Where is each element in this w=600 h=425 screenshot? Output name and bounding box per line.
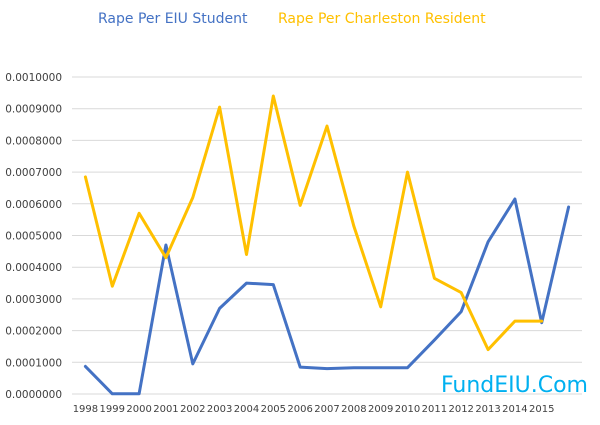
x-tick-label: 2015 <box>529 404 554 415</box>
x-tick-label: 2010 <box>395 404 420 415</box>
x-tick-label: 2003 <box>207 404 232 415</box>
x-tick-label: 2011 <box>422 404 447 415</box>
y-tick-label: 0.0009000 <box>5 104 62 116</box>
y-tick-label: 0.0003000 <box>5 294 62 306</box>
watermark-text: FundEIU.Com <box>441 373 588 398</box>
x-tick-label: 2006 <box>287 404 312 415</box>
x-tick-label: 2009 <box>368 404 393 415</box>
legend-entry: Rape Per Charleston Resident <box>278 11 486 27</box>
x-tick-label: 2004 <box>234 404 259 415</box>
x-tick-label: 2014 <box>502 404 527 415</box>
series-lines <box>83 94 571 396</box>
legend: Rape Per EIU Student Rape Per Charleston … <box>98 11 486 27</box>
series-line <box>83 197 571 396</box>
x-tick-label: 2013 <box>475 404 500 415</box>
y-tick-label: 0.0010000 <box>5 72 62 84</box>
x-tick-label: 2007 <box>314 404 339 415</box>
x-tick-label: 2000 <box>126 404 151 415</box>
x-tick-label: 1999 <box>100 404 125 415</box>
y-tick-label: 0.0001000 <box>5 357 62 369</box>
y-tick-label: 0.0002000 <box>5 326 62 338</box>
y-axis-ticks: 0.0000000 0.0001000 0.0002000 0.0003000 0.00… <box>5 72 62 401</box>
x-tick-label: 2008 <box>341 404 366 415</box>
x-tick-label: 2005 <box>261 404 286 415</box>
series-line <box>83 94 544 352</box>
y-tick-label: 0.0007000 <box>5 167 62 179</box>
y-tick-label: 0.0005000 <box>5 231 62 243</box>
legend-entry: Rape Per EIU Student <box>98 11 248 27</box>
x-tick-label: 2012 <box>448 404 473 415</box>
y-tick-label: 0.0008000 <box>5 135 62 147</box>
x-axis-ticks: 1998 1999 2000 2001 2002 2003 2004 2005 2006 2007… <box>73 404 555 415</box>
y-tick-label: 0.0004000 <box>5 262 62 274</box>
gridlines <box>72 76 582 395</box>
x-tick-label: 2002 <box>180 404 205 415</box>
x-tick-label: 1998 <box>73 404 98 415</box>
y-tick-label: 0.0000000 <box>5 389 62 401</box>
x-tick-label: 2001 <box>153 404 178 415</box>
y-tick-label: 0.0006000 <box>5 199 62 211</box>
